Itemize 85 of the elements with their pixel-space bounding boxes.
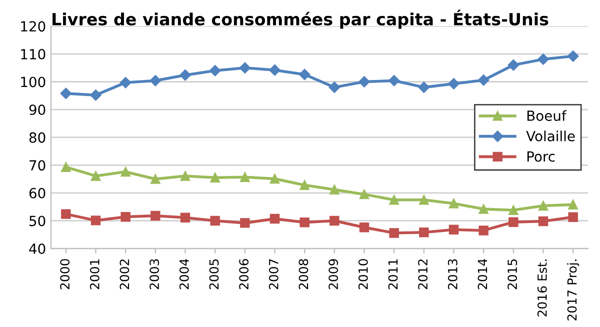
legend-label: Boeuf [527,110,567,121]
point [90,89,102,101]
point [239,62,251,74]
point [90,171,101,181]
x-tick-label: 2009 [328,259,338,290]
y-tick-label: 110 [21,48,46,60]
point [478,226,488,236]
point [300,180,310,190]
point [538,200,548,211]
point [60,88,72,100]
point [180,69,191,81]
point [150,75,162,86]
point [298,68,310,80]
x-tick-label: 2014 [478,258,488,290]
y-tick-label: 90 [29,104,46,116]
legend-label: Porc [527,151,555,162]
point [358,76,370,88]
point [359,189,370,200]
x-tick-label: 2001 [90,259,100,290]
x-tick-label: 2011 [388,259,398,290]
point [389,195,399,205]
x-tick-label: 2012 [418,259,428,290]
point [240,218,250,228]
point [61,209,71,219]
y-tick-label: 120 [21,21,46,32]
point [359,222,370,232]
point [270,214,280,224]
point [478,204,488,214]
point [120,76,132,88]
point [508,205,518,216]
point [330,216,340,226]
point [61,162,71,172]
point [568,200,578,210]
point [210,172,220,183]
point [240,172,250,182]
point [270,174,280,184]
point [150,174,160,184]
x-tick-label: 2005 [209,259,219,290]
point [508,59,520,71]
x-tick-label: 2008 [298,259,308,290]
point [568,212,578,222]
x-tick-label: 2002 [120,259,130,290]
point [120,166,130,177]
y-tick-label: 40 [29,243,46,254]
x-tick-label: 2000 [60,259,70,290]
point [269,64,280,76]
point [538,54,549,65]
point [150,210,160,221]
y-tick-label: 80 [29,132,46,143]
x-tick-label: 2003 [150,259,160,290]
chart-title: Livres de viande consommées par capita - États-Unis [52,10,548,29]
x-tick-label: 2004 [179,258,189,290]
x-tick-label: 2006 [239,259,249,290]
x-tick-label: 2010 [358,259,368,290]
point [330,184,340,194]
point [90,216,101,226]
point [478,74,490,86]
point [388,75,400,86]
point [508,217,518,227]
point [328,82,340,93]
point [448,78,460,90]
x-tick-label: 2007 [268,259,278,290]
point [448,198,459,208]
point [180,171,190,181]
point [209,65,221,76]
y-tick-label: 60 [29,188,46,198]
x-tick-label: 2013 [448,259,458,290]
y-tick-label: 70 [30,160,46,171]
point [210,216,220,226]
point [567,50,579,62]
point [419,195,429,205]
point [448,224,459,234]
x-tick-label: 2016 Est. [537,260,547,316]
y-tick-label: 50 [30,216,46,226]
point [180,212,190,223]
x-tick-label: 2015 [508,259,518,290]
point [300,218,310,228]
point [120,212,130,222]
point [538,216,548,226]
point [418,82,430,93]
legend-label: Volaille [526,130,575,142]
x-tick-label: 2017 Proj. [567,260,580,320]
point [419,228,429,238]
y-tick-label: 100 [21,76,46,88]
point [389,228,399,238]
